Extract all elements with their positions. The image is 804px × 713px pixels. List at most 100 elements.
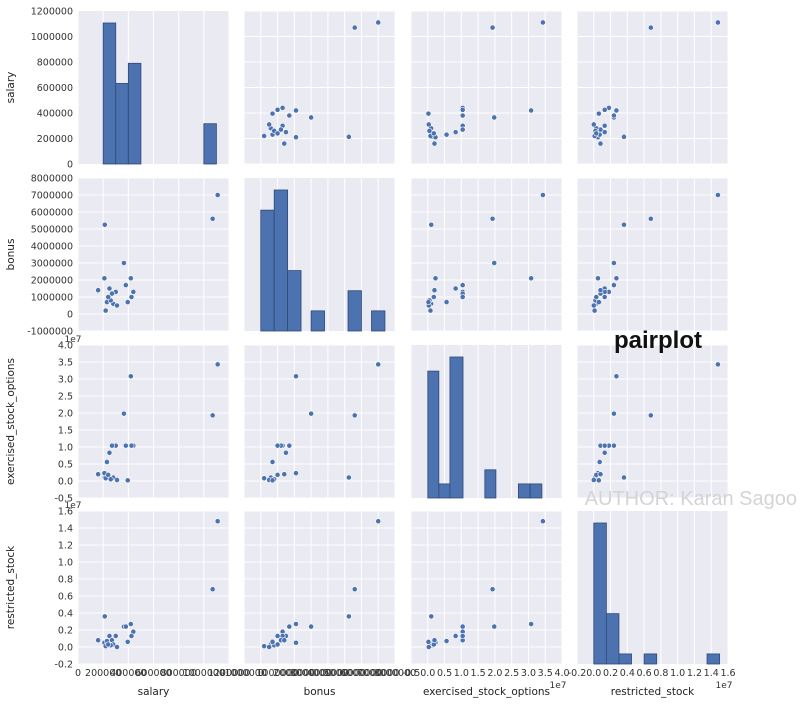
y-tick-label: 1.6	[58, 507, 73, 518]
panel-exercised_stock_options-vs-exercised_stock_options	[410, 345, 563, 499]
scatter-point	[443, 299, 450, 305]
x-offset-label: 1e7	[716, 681, 733, 691]
scatter-point	[491, 260, 498, 266]
y-tick-label: 800000	[37, 58, 73, 69]
scatter-point	[128, 442, 135, 449]
histogram-bar	[371, 310, 386, 332]
panel-exercised_stock_options-vs-bonus	[243, 344, 396, 499]
scatter-point	[611, 442, 617, 449]
scatter-point	[613, 275, 620, 282]
scatter-point	[122, 282, 129, 288]
y-tick-label: 0.0	[58, 477, 73, 488]
y-tick-label: 6000000	[31, 208, 73, 219]
panel-background	[244, 511, 395, 664]
scatter-point	[345, 133, 352, 140]
scatter-point	[539, 192, 546, 198]
scatter-point	[261, 475, 268, 482]
histogram-bar	[643, 653, 658, 665]
scatter-point	[105, 641, 112, 648]
y-tick-label: -1000000	[27, 327, 73, 338]
scatter-point	[114, 477, 120, 483]
scatter-point	[601, 106, 608, 113]
x-tick-label: 1.0	[454, 668, 469, 679]
x-axis-label: exercised_stock_options	[423, 686, 550, 698]
scatter-point	[128, 633, 135, 639]
x-tick-label: 0.0	[420, 668, 435, 679]
x-tick-label: 0.2	[603, 668, 618, 679]
scatter-point	[109, 290, 115, 297]
scatter-point	[121, 410, 127, 417]
scatter-point	[425, 299, 432, 305]
scatter-point	[106, 285, 113, 292]
panel-background	[577, 178, 728, 331]
scatter-point	[375, 19, 382, 26]
y-tick-label: 1200000	[31, 7, 73, 18]
x-tick-label: 2.5	[504, 668, 519, 679]
x-axis-label: bonus	[304, 686, 336, 698]
scatter-point	[452, 633, 459, 639]
y-tick-label: 5000000	[31, 225, 73, 236]
scatter-point	[647, 24, 654, 31]
x-axis-label: salary	[138, 686, 170, 698]
scatter-point	[597, 287, 604, 294]
scatter-point	[611, 410, 617, 417]
histogram-bar	[517, 483, 531, 499]
scatter-point	[647, 215, 654, 222]
scatter-point	[261, 133, 268, 139]
y-tick-label: 8000000	[31, 174, 73, 185]
x-tick-label: 2000000	[273, 668, 315, 679]
y-tick-label: 0	[67, 310, 73, 321]
x-tick-label: 0.4	[620, 668, 635, 679]
scatter-point	[426, 127, 433, 134]
panel-exercised_stock_options-vs-restricted_stock	[576, 344, 729, 499]
panel-background	[411, 178, 562, 331]
scatter-point	[621, 221, 627, 228]
histogram-bar	[438, 483, 451, 499]
x-tick-label: 4.0	[554, 668, 569, 679]
y-tick-label: 0.2	[58, 626, 73, 637]
x-tick-label: 0.8	[653, 668, 668, 679]
y-tick-label: 4.0	[58, 341, 73, 352]
scatter-point	[286, 112, 293, 119]
y-tick-label: 0	[67, 160, 73, 171]
y-tick-label: 1.0	[58, 443, 73, 454]
y-tick-label: 1000000	[31, 293, 73, 304]
y-tick-label: 1.2	[58, 541, 73, 552]
y-tick-label: 2000000	[31, 276, 73, 287]
scatter-point	[261, 643, 268, 650]
scatter-point	[266, 644, 273, 650]
x-tick-label: 600000	[135, 668, 171, 679]
scatter-point	[491, 623, 498, 630]
y-tick-label: 1000000	[31, 32, 73, 43]
scatter-point	[106, 449, 113, 456]
x-tick-label: 1200000	[208, 668, 250, 679]
x-tick-label: 2.0	[487, 668, 502, 679]
scatter-point	[613, 107, 620, 114]
scatter-point	[95, 637, 102, 644]
histogram-bar	[115, 83, 129, 165]
x-tick-label: 7000000	[357, 668, 399, 679]
scatter-point	[459, 633, 466, 639]
y-tick-label: 0.8	[58, 575, 73, 586]
scatter-point	[528, 621, 535, 627]
scatter-point	[597, 471, 604, 478]
histogram-bar	[347, 290, 362, 332]
x-tick-label: -0.2	[568, 668, 587, 679]
histogram-bar	[310, 310, 325, 332]
histogram-bar	[706, 653, 721, 665]
panel-salary-vs-bonus	[243, 10, 396, 165]
scatter-point	[106, 633, 113, 639]
scatter-point	[209, 412, 216, 419]
scatter-point	[293, 134, 299, 141]
scatter-point	[101, 275, 108, 282]
panel-bonus-vs-bonus	[243, 178, 396, 332]
scatter-point	[590, 477, 597, 483]
y-tick-label: 1.5	[58, 426, 73, 437]
histogram-bar	[260, 209, 275, 332]
y-tick-label: 0.6	[58, 592, 73, 603]
histogram-bar	[427, 370, 440, 499]
scatter-point	[274, 641, 281, 648]
scatter-point	[269, 110, 276, 117]
scatter-point	[114, 302, 120, 309]
